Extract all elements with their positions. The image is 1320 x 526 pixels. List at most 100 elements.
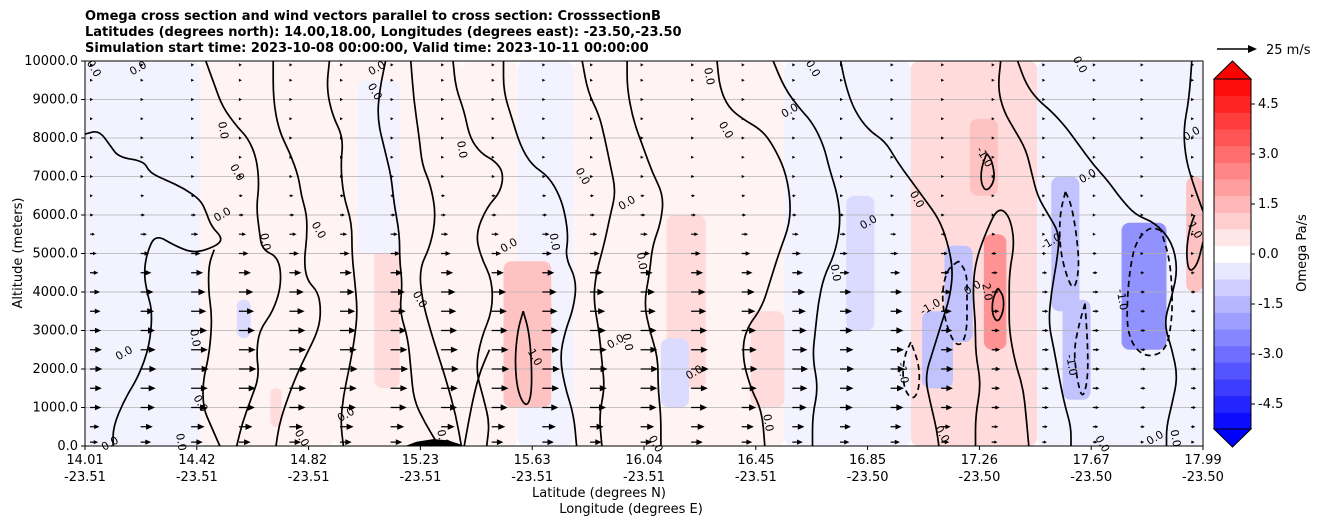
wind-vector (191, 232, 199, 236)
wind-vector (1140, 405, 1146, 410)
wind-vector (289, 155, 293, 159)
wind-vector (1092, 97, 1096, 102)
x-tick-label-lat: 14.42 (178, 453, 215, 468)
colorbar-band (1214, 312, 1251, 330)
wind-vector (390, 78, 394, 82)
wind-vector (792, 308, 806, 315)
x-axis-label-latitude: Latitude (degrees N) (532, 486, 666, 501)
wind-vector (340, 346, 357, 353)
wind-vector (289, 288, 304, 296)
y-tick-label: 1000.0 (33, 401, 79, 416)
x-tick-label-lon: -23.51 (735, 470, 777, 485)
wind-vector (491, 346, 509, 353)
wind-vector (191, 308, 207, 315)
wind-vector (90, 232, 95, 236)
wind-vector (491, 97, 495, 102)
y-tick-label: 7000.0 (33, 170, 79, 185)
wind-vector (590, 213, 595, 217)
wind-vector (390, 251, 401, 256)
wind-vector (542, 269, 555, 276)
wind-vector (191, 423, 205, 430)
wind-vector (140, 194, 145, 198)
wind-vector (741, 117, 745, 121)
wind-vector (1042, 78, 1046, 82)
contour-line (991, 287, 1005, 322)
wind-vector (340, 365, 358, 373)
wind-vector (1042, 271, 1048, 275)
wind-vector (1092, 117, 1096, 121)
wind-vector (238, 232, 247, 236)
wind-vector (1140, 251, 1144, 256)
wind-vector (640, 174, 644, 179)
colorbar-band (1214, 229, 1251, 247)
wind-vector (289, 232, 297, 236)
wind-vector (590, 423, 604, 430)
contour-label: 0.0 (1167, 428, 1183, 447)
wind-vector (289, 327, 306, 334)
wind-vector (238, 439, 251, 446)
wind-vector (289, 117, 293, 121)
wind-vector (640, 78, 644, 82)
wind-vector (691, 385, 708, 392)
colorbar-band (1214, 79, 1251, 97)
wind-vector (140, 213, 145, 217)
wind-vector (491, 365, 510, 373)
wind-vector (491, 288, 507, 296)
wind-vector (1092, 440, 1098, 444)
wind-vector (90, 365, 103, 373)
contour-line (326, 61, 358, 446)
wind-vector (941, 213, 945, 217)
wind-vector (792, 439, 803, 445)
wind-vector (140, 63, 144, 67)
colorbar-band (1214, 129, 1251, 147)
wind-vector (390, 346, 408, 353)
wind-vector (191, 213, 196, 217)
wind-vector (441, 288, 456, 296)
wind-vector (340, 288, 355, 296)
y-tick-label: 4000.0 (33, 285, 79, 300)
wind-vector (691, 308, 707, 315)
wind-vector (90, 385, 102, 392)
wind-vector (590, 346, 607, 353)
wind-vector (640, 194, 645, 198)
wind-vector (441, 136, 445, 140)
wind-vector (238, 251, 249, 256)
wind-vector (792, 136, 796, 140)
wind-vector (90, 174, 93, 179)
wind-vector (741, 346, 757, 353)
wind-vector (840, 213, 844, 217)
wind-vector (1191, 136, 1195, 140)
wind-vector (1140, 213, 1144, 217)
wind-vector (640, 346, 658, 353)
colorbar-band (1214, 212, 1251, 230)
wind-vector (941, 440, 950, 445)
wind-vector (491, 423, 506, 430)
wind-vector (1092, 136, 1096, 140)
wind-vector (542, 63, 546, 67)
wind-vector (238, 174, 243, 179)
wind-vector (590, 251, 600, 256)
wind-vector (890, 404, 904, 411)
wind-vector (640, 423, 655, 430)
x-tick-label-lon: -23.50 (1182, 470, 1224, 485)
wind-vector (390, 213, 396, 217)
colorbar-band (1214, 395, 1251, 413)
wind-vector (390, 117, 394, 121)
wind-vector (1191, 251, 1195, 256)
wind-vector (1042, 405, 1049, 410)
wind-vector (238, 385, 256, 392)
wind-vector (1042, 440, 1047, 444)
wind-vector (441, 365, 459, 373)
wind-vector (1092, 232, 1096, 236)
wind-vector (238, 213, 244, 217)
wind-vector (289, 78, 293, 82)
wind-vector (640, 251, 651, 256)
wind-vector (991, 232, 996, 236)
wind-vector (441, 117, 445, 121)
contour-line (626, 61, 664, 446)
wind-vector (191, 327, 208, 334)
wind-vector (640, 136, 644, 140)
colorbar-band (1214, 95, 1251, 113)
wind-vector (1092, 194, 1096, 198)
wind-vector (840, 155, 843, 159)
